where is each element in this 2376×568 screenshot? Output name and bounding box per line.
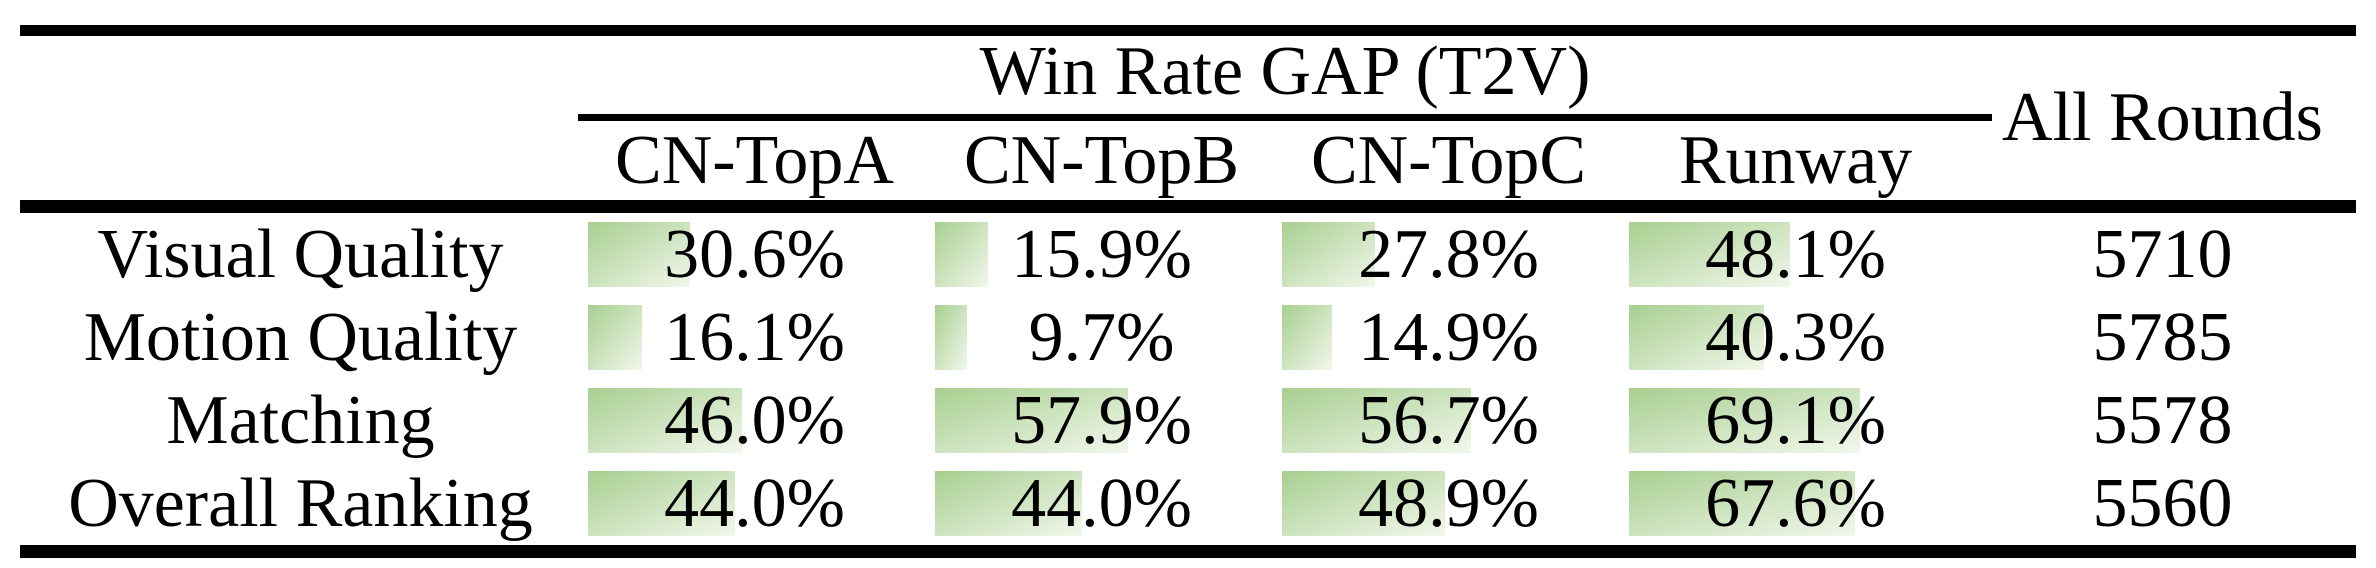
win-rate-value: 15.9%	[1011, 215, 1192, 293]
win-rate-value: 67.6%	[1705, 464, 1886, 542]
win-rate-bar	[1282, 388, 1472, 453]
all-rounds-value: 5710	[2092, 215, 2233, 293]
all-rounds-value: 5560	[2092, 464, 2233, 542]
win-rate-cell: 57.9%	[928, 379, 1275, 462]
col-header-cn-topa: CN-TopA	[615, 121, 894, 199]
win-rate-bar	[1629, 305, 1764, 370]
win-rate-cell: 14.9%	[1275, 296, 1622, 379]
row-label: Visual Quality	[97, 215, 504, 293]
win-rate-cell: 67.6%	[1622, 462, 1969, 545]
win-rate-bar	[588, 471, 735, 536]
win-rate-cell: 44.0%	[581, 462, 928, 545]
win-rate-value: 48.1%	[1705, 215, 1886, 293]
table-top-rule	[20, 25, 2356, 36]
win-rate-bar	[1282, 471, 1446, 536]
table-bottom-rule	[20, 545, 2356, 558]
win-rate-bar	[935, 222, 989, 287]
win-rate-bar	[1282, 305, 1332, 370]
row-label: Motion Quality	[83, 298, 518, 376]
group-header-win-rate-gap: Win Rate GAP (T2V)	[979, 32, 1591, 110]
col-header-cn-topc: CN-TopC	[1310, 121, 1587, 199]
win-rate-cell: 46.0%	[581, 379, 928, 462]
win-rate-value: 46.0%	[664, 381, 845, 459]
win-rate-value: 30.6%	[664, 215, 845, 293]
win-rate-bar	[1629, 471, 1855, 536]
win-rate-value: 16.1%	[664, 298, 845, 376]
win-rate-cell: 56.7%	[1275, 379, 1622, 462]
win-rate-bar	[935, 305, 968, 370]
win-rate-cell: 15.9%	[928, 213, 1275, 296]
win-rate-value: 69.1%	[1705, 381, 1886, 459]
row-label: Matching	[166, 381, 435, 459]
win-rate-value: 44.0%	[664, 464, 845, 542]
all-rounds-value: 5578	[2092, 381, 2233, 459]
col-header-cn-topb: CN-TopB	[963, 121, 1240, 199]
win-rate-value: 48.9%	[1358, 464, 1539, 542]
win-rate-value: 56.7%	[1358, 381, 1539, 459]
win-rate-cell: 44.0%	[928, 462, 1275, 545]
table-row-matching: Matching 46.0% 57.9% 56.7% 69.1% 5578	[0, 379, 2376, 462]
win-rate-value: 44.0%	[1011, 464, 1192, 542]
win-rate-cell: 48.1%	[1622, 213, 1969, 296]
win-rate-cell: 69.1%	[1622, 379, 1969, 462]
all-rounds-value: 5785	[2092, 298, 2233, 376]
row-label: Overall Ranking	[68, 464, 533, 542]
win-rate-bar	[1282, 222, 1375, 287]
win-rate-bar	[935, 471, 1082, 536]
table-row-overall-ranking: Overall Ranking 44.0% 44.0% 48.9% 67.6% …	[0, 462, 2376, 545]
win-rate-cell: 27.8%	[1275, 213, 1622, 296]
col-header-runway: Runway	[1678, 121, 1913, 199]
table-row-motion-quality: Motion Quality 16.1% 9.7% 14.9% 40.3% 57…	[0, 296, 2376, 379]
win-rate-value: 9.7%	[1028, 298, 1175, 376]
win-rate-bar	[935, 388, 1129, 453]
win-rate-cell: 9.7%	[928, 296, 1275, 379]
win-rate-bar	[588, 388, 742, 453]
win-rate-bar	[588, 305, 642, 370]
table-row-visual-quality: Visual Quality 30.6% 15.9% 27.8% 48.1% 5…	[0, 213, 2376, 296]
win-rate-cell: 48.9%	[1275, 462, 1622, 545]
win-rate-value: 40.3%	[1705, 298, 1886, 376]
win-rate-value: 27.8%	[1358, 215, 1539, 293]
win-rate-bar	[1629, 222, 1790, 287]
win-rate-value: 14.9%	[1358, 298, 1539, 376]
win-rate-cell: 30.6%	[581, 213, 928, 296]
win-rate-value: 57.9%	[1011, 381, 1192, 459]
col-header-all-rounds: All Rounds	[2002, 79, 2323, 156]
win-rate-bar	[588, 222, 691, 287]
win-rate-cell: 16.1%	[581, 296, 928, 379]
win-rate-cell: 40.3%	[1622, 296, 1969, 379]
table-header-rule	[20, 200, 2356, 213]
win-rate-bar	[1629, 388, 1860, 453]
group-header-underline-rule	[578, 114, 1992, 121]
